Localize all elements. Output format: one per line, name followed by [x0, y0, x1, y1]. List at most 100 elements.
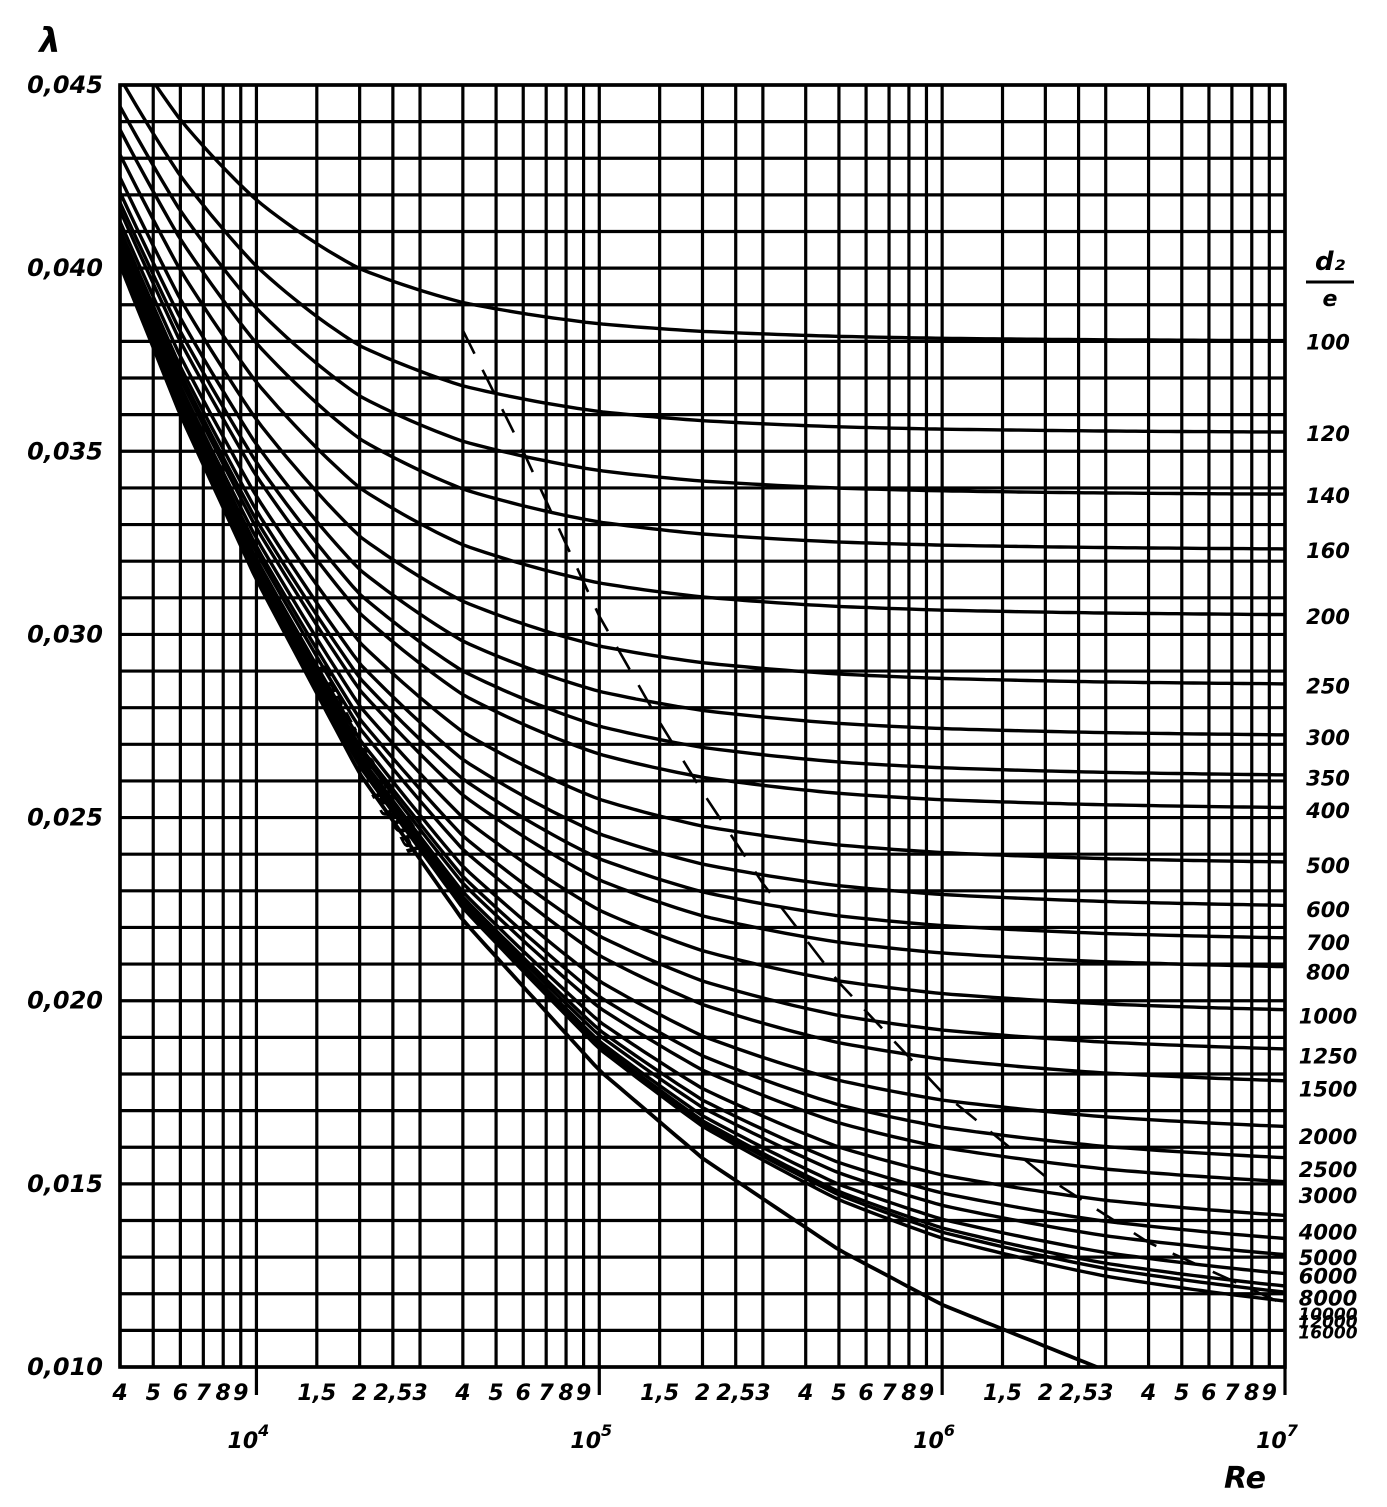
x-tick-label: 8: [1244, 1381, 1259, 1406]
series-label: 700: [1306, 931, 1350, 955]
y-tick-label: 0,020: [27, 987, 103, 1015]
series-label: 2500: [1299, 1158, 1357, 1182]
x-tick-label: 2,5: [373, 1381, 412, 1406]
series-label: 300: [1306, 726, 1350, 750]
y-tick-label: 0,030: [27, 620, 103, 648]
x-tick-label: 9: [233, 1381, 248, 1406]
series-line-120: [122, 85, 1285, 434]
y-tick-label: 0,035: [27, 437, 103, 465]
x-tick-label: 2: [352, 1381, 367, 1406]
series-label: 250: [1306, 675, 1350, 699]
x-tick-label: 5: [146, 1381, 161, 1406]
x-tick-label: 7: [1224, 1381, 1240, 1406]
x-tick-label: 1,5: [983, 1381, 1022, 1406]
x-tick-label: 2: [1038, 1381, 1053, 1406]
series-line-1500: [120, 250, 1285, 1083]
x-tick-label: 5: [1174, 1381, 1189, 1406]
x-tick-label: 6: [173, 1381, 188, 1406]
series-line-2500: [120, 255, 1285, 1160]
series-line-100: [153, 85, 1285, 343]
series-label: 140: [1306, 484, 1350, 508]
series-label: 600: [1306, 898, 1350, 922]
x-tick-label: 4: [111, 1381, 127, 1406]
series-line-600: [120, 228, 1285, 908]
x-tick-label: 3: [1098, 1381, 1113, 1406]
y-tick-label: 0,040: [27, 254, 103, 282]
x-tick-label: 1,5: [297, 1381, 336, 1406]
x-tick-label: 5: [488, 1381, 503, 1406]
y-tick-label: 0,015: [27, 1170, 103, 1198]
y-tick-label: 0,025: [27, 804, 103, 832]
series-line-400: [120, 209, 1285, 810]
series-axis-numerator: d₂: [1315, 247, 1346, 277]
series-line-800: [120, 237, 1285, 969]
axis-labels: 100 120 140 160 200 250 300 350 400 500 600 700 800 1…: [27, 21, 1358, 1496]
x-tick-label: 3: [412, 1381, 427, 1406]
series-line-2000: [120, 253, 1285, 1129]
x-tick-label: 6: [1201, 1381, 1216, 1406]
series-label: 350: [1306, 766, 1350, 790]
x-tick-label: 1,5: [640, 1381, 679, 1406]
series-label: 100: [1306, 330, 1350, 354]
series-line-16000: [120, 261, 1285, 1303]
plot-frame: [118, 83, 1287, 1369]
x-tick-label: 8: [216, 1381, 231, 1406]
x-decade-label: 104: [228, 1421, 270, 1454]
x-tick-label: 9: [576, 1381, 591, 1406]
series-line-1000: [120, 243, 1285, 1012]
x-tick-label: 3: [755, 1381, 770, 1406]
x-tick-label: 2: [695, 1381, 710, 1406]
series-line-700: [120, 233, 1285, 940]
series-label: 16000: [1298, 1323, 1357, 1343]
x-tick-label: 5: [831, 1381, 846, 1406]
x-tick-label: 9: [1262, 1381, 1277, 1406]
plot-area: [120, 85, 1285, 1367]
series-label: 200: [1306, 605, 1350, 629]
x-tick-label: 8: [901, 1381, 916, 1406]
series-label: 6000: [1299, 1264, 1357, 1288]
series-label: 8000: [1299, 1286, 1357, 1310]
series-label: 2000: [1299, 1125, 1357, 1149]
series-line-500: [120, 220, 1285, 864]
series-label: 5000: [1299, 1246, 1357, 1270]
series-label: 10000: [1298, 1305, 1357, 1325]
x-tick-label: 2,5: [1059, 1381, 1098, 1406]
smooth-pipe-line: [120, 263, 1102, 1367]
series-label: 160: [1306, 539, 1350, 563]
x-tick-label: 4: [454, 1381, 470, 1406]
series-line-250: [120, 176, 1285, 686]
x-tick-label: 9: [919, 1381, 934, 1406]
x-tick-label: 2,5: [716, 1381, 755, 1406]
series-label: 12000: [1298, 1312, 1357, 1332]
x-tick-label: 4: [1140, 1381, 1156, 1406]
x-tick-label: 7: [196, 1381, 212, 1406]
series-line-300: [120, 191, 1285, 737]
series-label: 400: [1305, 799, 1350, 823]
grid: [118, 83, 1287, 1395]
series-label: 1000: [1299, 1004, 1357, 1028]
series-label: 1500: [1299, 1078, 1357, 1102]
series-line-160: [120, 128, 1285, 551]
series-line-1250: [120, 247, 1285, 1051]
series-label: 1250: [1299, 1045, 1357, 1069]
x-decade-label: 106: [913, 1421, 955, 1454]
x-tick-label: 4: [797, 1381, 813, 1406]
series-label: 120: [1306, 422, 1350, 446]
transition-boundary-line: [461, 329, 1285, 1306]
y-axis-title: λ: [37, 21, 61, 61]
series-label: 3000: [1299, 1184, 1357, 1208]
y-tick-label: 0,010: [27, 1353, 103, 1381]
series-line-200: [120, 153, 1285, 617]
x-tick-label: 8: [558, 1381, 573, 1406]
x-decade-label: 105: [570, 1421, 612, 1454]
x-tick-label: 6: [516, 1381, 531, 1406]
series-line-3000: [120, 257, 1285, 1184]
x-axis-title: Re: [1224, 1461, 1266, 1496]
x-decade-label: 107: [1256, 1421, 1299, 1454]
series-line-140: [120, 105, 1285, 496]
x-tick-label: 7: [539, 1381, 555, 1406]
series-label: 800: [1306, 960, 1350, 984]
x-tick-label: 7: [881, 1381, 897, 1406]
x-tick-label: 6: [858, 1381, 873, 1406]
